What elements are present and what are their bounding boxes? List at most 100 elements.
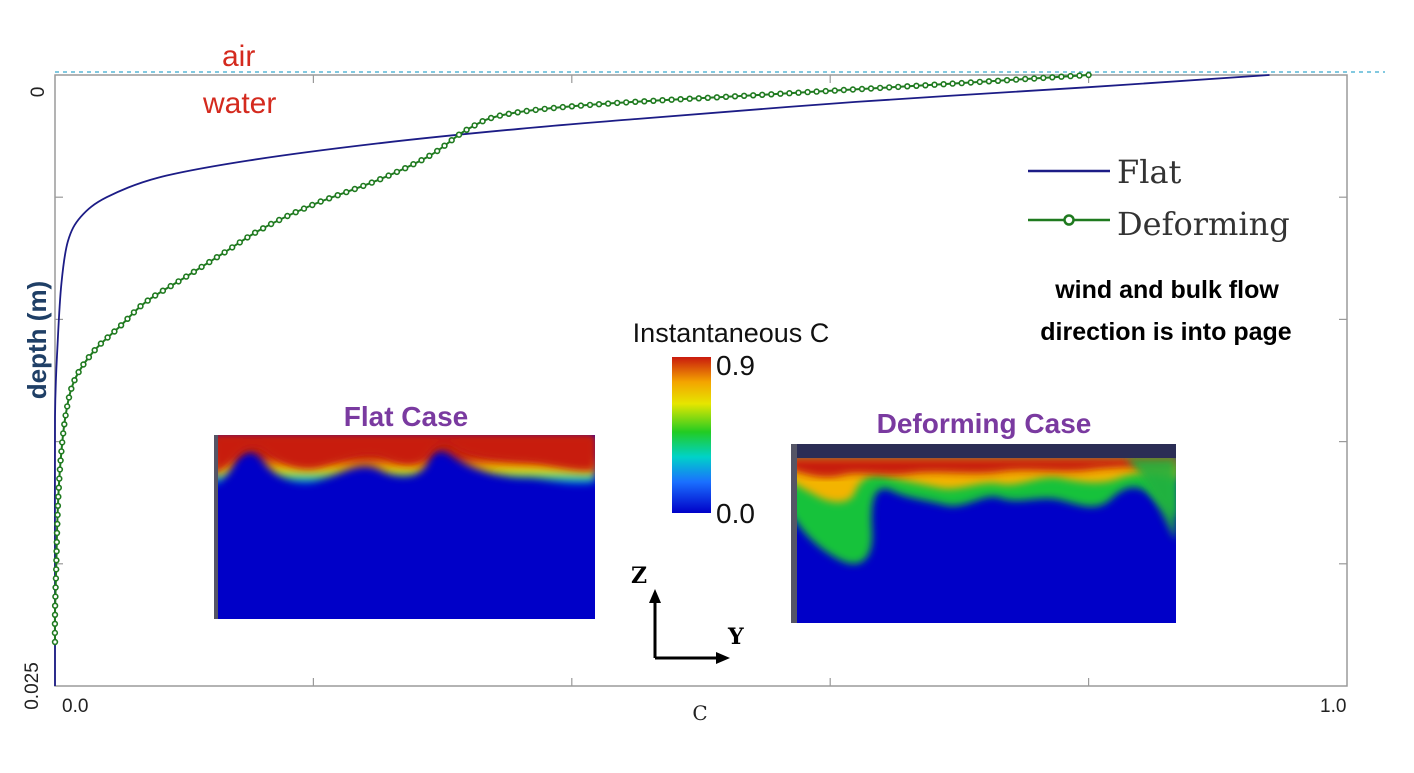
y-tick-label-bottom: 0.025	[22, 662, 43, 710]
z-axis-label: Z	[631, 563, 647, 589]
data-point-deforming	[577, 102, 585, 109]
data-point-deforming	[63, 403, 71, 410]
data-point-deforming	[994, 77, 1002, 85]
data-point-deforming	[532, 106, 539, 114]
data-point-deforming	[284, 212, 291, 220]
data-point-deforming	[704, 94, 711, 102]
colorbar: Instantaneous C 0.9 0.0	[633, 318, 830, 529]
data-point-deforming	[632, 98, 639, 106]
data-point-deforming	[813, 88, 820, 95]
legend: Flat Deforming	[1028, 153, 1290, 243]
data-point-deforming	[58, 439, 66, 446]
data-point-deforming	[1067, 72, 1074, 80]
data-point-deforming	[251, 229, 259, 236]
data-point-deforming	[51, 620, 59, 627]
data-point-deforming	[51, 629, 59, 637]
data-point-deforming	[259, 225, 267, 232]
data-point-deforming	[59, 430, 67, 437]
data-point-deforming	[1012, 76, 1020, 83]
data-point-deforming	[65, 394, 73, 401]
data-point-deforming	[514, 109, 521, 116]
data-point-deforming	[894, 83, 902, 91]
legend-label-deforming: Deforming	[1117, 205, 1290, 243]
data-point-deforming	[448, 137, 455, 144]
data-point-deforming	[300, 205, 308, 212]
data-point-deforming	[54, 511, 61, 519]
data-point-deforming	[740, 92, 748, 100]
data-point-deforming	[213, 254, 221, 261]
data-point-deforming	[479, 117, 486, 125]
flat-case-inset	[214, 435, 595, 619]
data-point-deforming	[75, 368, 82, 376]
data-point-deforming	[175, 278, 182, 285]
data-point-deforming	[51, 602, 59, 609]
data-point-deforming	[309, 201, 316, 209]
data-point-deforming	[455, 131, 463, 138]
data-point-deforming	[137, 303, 144, 310]
data-point-deforming	[885, 84, 893, 91]
data-point-deforming	[124, 315, 131, 322]
data-point-deforming	[198, 263, 205, 271]
data-point-deforming	[91, 347, 98, 354]
data-point-deforming	[867, 85, 875, 92]
colorbar-title: Instantaneous C	[633, 318, 830, 348]
data-point-deforming	[650, 97, 657, 105]
data-point-deforming	[550, 104, 557, 112]
data-point-deforming	[85, 354, 93, 361]
data-point-deforming	[1085, 71, 1092, 79]
data-point-deforming	[586, 101, 594, 109]
data-point-deforming	[80, 361, 87, 368]
legend-label-flat: Flat	[1117, 153, 1182, 191]
data-point-deforming	[976, 78, 983, 86]
data-point-deforming	[117, 322, 125, 329]
data-point-deforming	[343, 188, 350, 196]
data-point-deforming	[677, 95, 684, 103]
data-point-deforming	[53, 538, 60, 546]
data-point-deforming	[487, 114, 495, 122]
data-point-deforming	[1003, 76, 1011, 84]
data-point-deforming	[71, 377, 78, 384]
data-point-deforming	[523, 107, 530, 115]
data-point-deforming	[686, 95, 693, 102]
data-point-deforming	[53, 529, 61, 537]
data-point-deforming	[317, 198, 324, 205]
data-point-deforming	[236, 239, 244, 246]
data-point-deforming	[622, 99, 630, 106]
data-point-deforming	[722, 93, 730, 101]
data-point-deforming	[152, 292, 159, 299]
data-point-deforming	[52, 575, 60, 582]
data-point-deforming	[777, 90, 784, 97]
data-point-deforming	[840, 86, 847, 94]
data-point-deforming	[144, 297, 151, 304]
data-point-deforming	[1021, 75, 1029, 83]
data-point-deforming	[985, 78, 993, 85]
data-point-deforming	[276, 216, 283, 224]
data-point-deforming	[104, 334, 111, 341]
data-point-deforming	[831, 87, 838, 94]
flow-note-line1: wind and bulk flow	[1054, 276, 1279, 304]
data-point-deforming	[52, 566, 60, 573]
data-point-deforming	[434, 147, 441, 155]
data-point-deforming	[668, 96, 675, 103]
data-point-deforming	[56, 466, 64, 473]
data-point-deforming	[111, 328, 118, 335]
data-point-deforming	[351, 185, 358, 193]
data-point-deforming	[58, 448, 65, 455]
data-point-deforming	[54, 502, 62, 509]
coordinate-axes-glyph: Z Y	[631, 563, 744, 664]
data-point-deforming	[967, 79, 974, 86]
deforming-case-inset	[791, 444, 1176, 623]
data-point-deforming	[244, 234, 251, 241]
data-point-deforming	[1049, 74, 1056, 81]
data-point-deforming	[334, 192, 341, 199]
data-point-deforming	[758, 91, 766, 99]
data-point-deforming	[167, 282, 174, 290]
data-point-deforming	[595, 100, 603, 108]
data-point-deforming	[1030, 75, 1038, 82]
data-point-deforming	[130, 309, 138, 316]
data-point-deforming	[62, 412, 69, 419]
data-point-deforming	[641, 98, 648, 105]
data-point-deforming	[768, 91, 775, 98]
data-point-deforming	[190, 268, 198, 275]
data-point-deforming	[913, 82, 920, 90]
